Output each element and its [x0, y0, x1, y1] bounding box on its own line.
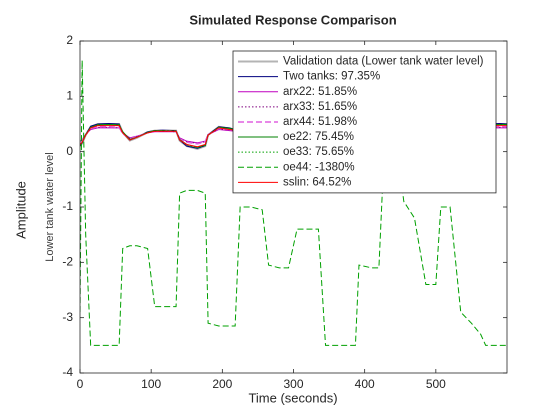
- x-tick-label: 100: [141, 377, 161, 391]
- y-tick-label: -3: [62, 310, 73, 324]
- x-tick-label: 0: [77, 377, 84, 391]
- y-tick-label: -1: [62, 199, 73, 213]
- legend-label: Two tanks: 97.35%: [283, 71, 380, 83]
- legend-label: sslin: 64.52%: [283, 176, 351, 188]
- y-tick-label: 2: [66, 33, 73, 47]
- x-tick-label: 300: [283, 377, 303, 391]
- y-axis-channel-label: Lower tank water level: [44, 152, 56, 261]
- x-axis-label: Time (seconds): [248, 390, 337, 405]
- y-axis-label: Amplitude: [13, 181, 28, 239]
- y-tick-label: 1: [66, 89, 73, 103]
- legend-label: arx22: 51.85%: [283, 86, 357, 98]
- x-tick-label: 200: [212, 377, 232, 391]
- legend-label: arx44: 51.98%: [283, 116, 357, 128]
- legend-label: Validation data (Lower tank water level): [283, 56, 484, 68]
- ticks: 0 100 200 300 400 500 -4 -3 -2 -1 0 1 2: [62, 33, 507, 391]
- y-tick-label: 0: [66, 144, 73, 158]
- x-tick-label: 500: [426, 377, 446, 391]
- legend-label: oe22: 75.45%: [283, 131, 354, 143]
- series-line: [80, 126, 507, 145]
- chart-title: Simulated Response Comparison: [189, 12, 396, 27]
- x-tick-label: 400: [355, 377, 375, 391]
- legend: Validation data (Lower tank water level)…: [232, 50, 497, 194]
- legend-label: oe44: -1380%: [283, 161, 355, 173]
- y-tick-label: -2: [62, 255, 73, 269]
- legend-label: oe33: 75.65%: [283, 146, 354, 158]
- y-tick-label: -4: [62, 365, 73, 379]
- legend-label: arx33: 51.65%: [283, 101, 357, 113]
